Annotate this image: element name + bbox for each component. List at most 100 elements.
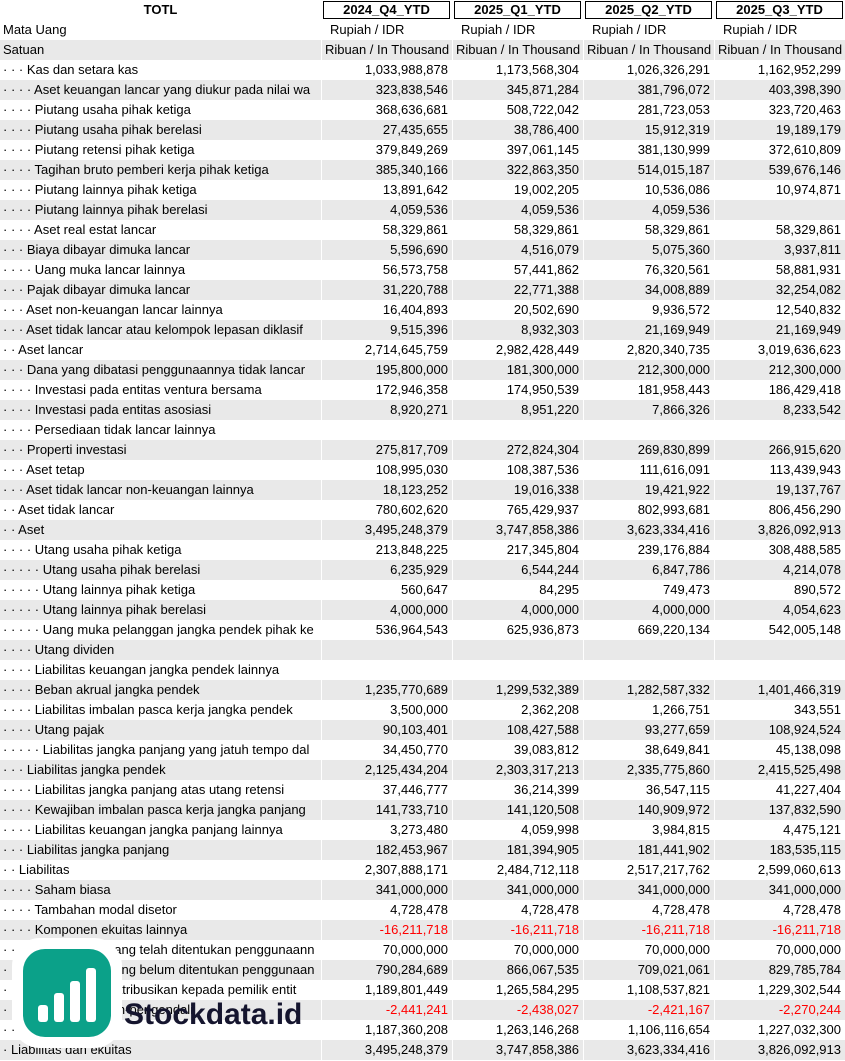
- value-cell: 19,002,205: [452, 180, 583, 200]
- row-label: · · · · · Saldo laba yang telah ditentuk…: [3, 942, 315, 957]
- value-cell: 8,951,220: [452, 400, 583, 420]
- value-cell: 780,602,620: [321, 500, 452, 520]
- table-row: · · · · Utang usaha pihak ketiga 213,848,…: [0, 540, 845, 560]
- value-cell: 6,235,929: [321, 560, 452, 580]
- value-cell: 39,083,812: [452, 740, 583, 760]
- table-row: · · · · · Saldo laba yang belum ditentuk…: [0, 960, 845, 980]
- value-cell: 560,647: [321, 580, 452, 600]
- value-cell: 27,435,655: [321, 120, 452, 140]
- value-cell: 6,847,786: [583, 560, 714, 580]
- value-cell: [321, 660, 452, 680]
- currency-row: Mata Uang Rupiah / IDR Rupiah / IDR Rupiah…: [0, 20, 845, 40]
- unit-row-label: Satuan: [3, 42, 45, 57]
- table-row: · · · Pajak dibayar dimuka lancar 31,220,…: [0, 280, 845, 300]
- table-row: · · · · Piutang lainnya pihak ketiga 13,8…: [0, 180, 845, 200]
- value-cell: 93,277,659: [583, 720, 714, 740]
- table-row: · · · · Utang pajak 90,103,401 108,427,588…: [0, 720, 845, 740]
- value-cell: 16,404,893: [321, 300, 452, 320]
- period-header-cell: 2025_Q1_YTD: [454, 1, 581, 19]
- row-label: · · · · Piutang lainnya pihak berelasi: [3, 202, 208, 217]
- value-cell: -2,421,167: [583, 1000, 714, 1020]
- table-row: · · · · Utang dividen: [0, 640, 845, 660]
- value-cell: 84,295: [452, 580, 583, 600]
- value-cell: 3,747,858,386: [452, 1040, 583, 1060]
- value-cell: 111,616,091: [583, 460, 714, 480]
- value-cell: 4,728,478: [321, 900, 452, 920]
- value-cell: 19,189,179: [714, 120, 845, 140]
- value-cell: 21,169,949: [583, 320, 714, 340]
- value-cell: -16,211,718: [452, 920, 583, 940]
- table-row: · · · · Liabilitas keuangan jangka pende…: [0, 660, 845, 680]
- value-cell: 217,345,804: [452, 540, 583, 560]
- value-cell: 3,019,636,623: [714, 340, 845, 360]
- table-row: · · · · Liabilitas keuangan jangka panja…: [0, 820, 845, 840]
- row-label: · · · · Liabilitas keuangan jangka panja…: [3, 822, 283, 837]
- value-cell: -16,211,718: [583, 920, 714, 940]
- table-row: · · · · Liabilitas imbalan pasca kerja j…: [0, 700, 845, 720]
- value-cell: 76,320,561: [583, 260, 714, 280]
- table-row: · Liabilitas dan ekuitas 3,495,248,379 3,7…: [0, 1040, 845, 1060]
- value-cell: 5,596,690: [321, 240, 452, 260]
- value-cell: 4,214,078: [714, 560, 845, 580]
- row-label: · · · · Piutang usaha pihak berelasi: [3, 122, 202, 137]
- value-cell: 2,517,217,762: [583, 860, 714, 880]
- value-cell: 1,227,032,300: [714, 1020, 845, 1040]
- row-label: · · Aset lancar: [3, 342, 84, 357]
- value-cell: -2,441,241: [321, 1000, 452, 1020]
- currency-value-cell: Rupiah / IDR: [452, 20, 583, 40]
- row-label: · · · Aset tetap: [3, 462, 85, 477]
- row-label: · · · · Kewajiban imbalan pasca kerja ja…: [3, 802, 306, 817]
- row-label: · · · · · Utang lainnya pihak berelasi: [3, 602, 207, 617]
- value-cell: [583, 660, 714, 680]
- value-cell: 90,103,401: [321, 720, 452, 740]
- value-cell: 397,061,145: [452, 140, 583, 160]
- value-cell: 58,329,861: [321, 220, 452, 240]
- value-cell: 3,937,811: [714, 240, 845, 260]
- value-cell: 3,984,815: [583, 820, 714, 840]
- value-cell: 4,728,478: [714, 900, 845, 920]
- table-row: · · Aset tidak lancar 780,602,620 765,429,…: [0, 500, 845, 520]
- value-cell: 1,108,537,821: [583, 980, 714, 1000]
- value-cell: 19,137,767: [714, 480, 845, 500]
- row-label: · · · · · Uang muka pelanggan jangka pen…: [3, 622, 314, 637]
- value-cell: 1,263,146,268: [452, 1020, 583, 1040]
- row-label: · · · · · Saldo laba yang belum ditentuk…: [3, 962, 315, 977]
- value-cell: 18,123,252: [321, 480, 452, 500]
- value-cell: 381,130,999: [583, 140, 714, 160]
- row-label: · · · · Investasi pada entitas ventura b…: [3, 382, 262, 397]
- value-cell: 669,220,134: [583, 620, 714, 640]
- value-cell: 2,125,434,204: [321, 760, 452, 780]
- value-cell: 5,075,360: [583, 240, 714, 260]
- value-cell: 31,220,788: [321, 280, 452, 300]
- value-cell: 322,863,350: [452, 160, 583, 180]
- value-cell: 186,429,418: [714, 380, 845, 400]
- table-row: · · · · Aset real estat lancar 58,329,861…: [0, 220, 845, 240]
- row-label: · · · · Utang dividen: [3, 642, 115, 657]
- unit-value-cell: Ribuan / In Thousand: [714, 40, 845, 60]
- currency-value-cell: Rupiah / IDR: [714, 20, 845, 40]
- table-row: · · · · Liabilitas jangka panjang atas u…: [0, 780, 845, 800]
- value-cell: 323,838,546: [321, 80, 452, 100]
- row-label: · · · Dana yang dibatasi penggunaannya t…: [3, 362, 306, 377]
- value-cell: 181,958,443: [583, 380, 714, 400]
- value-cell: 343,551: [714, 700, 845, 720]
- row-label: · · · · Beban akrual jangka pendek: [3, 682, 200, 697]
- row-label: · · · · Liabilitas imbalan pasca kerja j…: [3, 702, 293, 717]
- value-cell: 275,817,709: [321, 440, 452, 460]
- row-label: · · · · Tagihan bruto pemberi kerja piha…: [3, 162, 269, 177]
- value-cell: 536,964,543: [321, 620, 452, 640]
- value-cell: 2,714,645,759: [321, 340, 452, 360]
- value-cell: 749,473: [583, 580, 714, 600]
- value-cell: 4,059,536: [321, 200, 452, 220]
- value-cell: 281,723,053: [583, 100, 714, 120]
- value-cell: 70,000,000: [452, 940, 583, 960]
- row-label: · · · · · Utang usaha pihak berelasi: [3, 562, 201, 577]
- table-row: · · · Biaya dibayar dimuka lancar 5,596,6…: [0, 240, 845, 260]
- value-cell: 10,536,086: [583, 180, 714, 200]
- value-cell: 58,329,861: [452, 220, 583, 240]
- row-label: · · · Aset tidak lancar non-keuangan lai…: [3, 482, 254, 497]
- value-cell: 4,054,623: [714, 600, 845, 620]
- row-label: · · · · Aset real estat lancar: [3, 222, 157, 237]
- value-cell: 9,936,572: [583, 300, 714, 320]
